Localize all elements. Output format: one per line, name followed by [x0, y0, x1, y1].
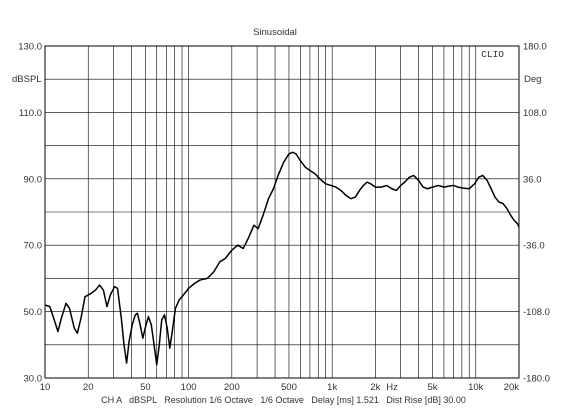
- plot-frame: [44, 45, 520, 379]
- y2-tick-label: 180.0: [523, 42, 547, 53]
- x-tick-label: 100: [181, 382, 197, 393]
- x-tick-label: 20k: [504, 382, 520, 393]
- x-tick-label: 50: [140, 382, 151, 393]
- y2-tick-label: -180.0: [523, 374, 550, 385]
- y-tick-label: 70.0: [24, 241, 43, 252]
- tick-labels: 130.0 110.0 90.0 70.0 50.0 30.0 180.0 108.0 36.0…: [18, 42, 550, 394]
- x-tick-label: 2k: [370, 382, 380, 393]
- brand-label: CLIO: [481, 49, 504, 60]
- y2-tick-label: -108.0: [523, 307, 550, 318]
- x-tick-label: 1k: [327, 382, 337, 393]
- y-axis-label: dBSPL: [12, 74, 42, 85]
- x-tick-label: 200: [224, 382, 240, 393]
- x-tick-label: 5k: [428, 382, 438, 393]
- grid: [45, 46, 519, 378]
- y2-axis-label: Deg: [524, 74, 541, 85]
- y2-tick-label: 36.0: [523, 174, 542, 185]
- y2-tick-label: 108.0: [523, 108, 547, 119]
- x-tick-label: 10k: [468, 382, 484, 393]
- x-tick-label: 10: [40, 382, 51, 393]
- x-tick-label: 500: [281, 382, 297, 393]
- footer-info: CH A dBSPL Resolution 1/6 Octave 1/6 Oct…: [101, 395, 466, 405]
- y-tick-label: 130.0: [18, 42, 42, 53]
- x-unit-label: Hz: [386, 382, 398, 393]
- y-tick-label: 50.0: [24, 307, 43, 318]
- x-tick-label: 20: [83, 382, 94, 393]
- spl-curve-line: [44, 151, 520, 366]
- series: [44, 151, 520, 366]
- y-tick-label: 90.0: [24, 174, 43, 185]
- y-tick-label: 30.0: [24, 374, 43, 385]
- y-tick-label: 110.0: [19, 108, 42, 119]
- y2-tick-label: -36.0: [523, 241, 545, 252]
- chart-title: Sinusoidal: [253, 27, 297, 38]
